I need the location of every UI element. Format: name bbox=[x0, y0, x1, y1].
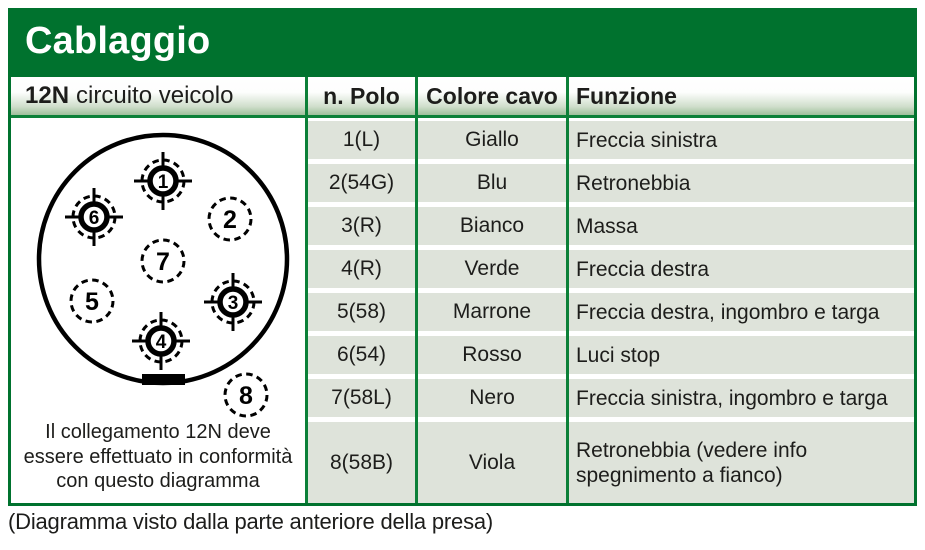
table-row: 8(58B) Viola Retronebbia (vedere info sp… bbox=[308, 422, 914, 503]
pin-3: 3 bbox=[204, 273, 262, 331]
cell-colore: Marrone bbox=[418, 293, 566, 331]
cell-colore: Viola bbox=[418, 422, 566, 503]
cell-funzione: Freccia destra, ingombro e targa bbox=[569, 293, 914, 331]
pin-2-label: 2 bbox=[223, 206, 237, 234]
cell-colore: Nero bbox=[418, 379, 566, 417]
pin-7: 7 bbox=[140, 238, 186, 284]
circuit-type-code: 12N bbox=[25, 82, 70, 109]
column-header-polo: n. Polo bbox=[323, 82, 400, 109]
pin-1: 1 bbox=[134, 152, 192, 210]
cell-funzione: Massa bbox=[569, 207, 914, 245]
cell-polo: 7(58L) bbox=[308, 379, 415, 417]
cell-polo: 5(58) bbox=[308, 293, 415, 331]
table-row: 7(58L) Nero Freccia sinistra, ingombro e… bbox=[308, 379, 914, 417]
pin-2: 2 bbox=[207, 196, 253, 242]
connector-diagram: 1 2 6 7 5 3 4 8 bbox=[36, 132, 290, 418]
table-row: 3(R) Bianco Massa bbox=[308, 207, 914, 245]
pin-1-label: 1 bbox=[158, 172, 169, 193]
cell-colore: Rosso bbox=[418, 336, 566, 374]
cell-funzione: Retronebbia bbox=[569, 164, 914, 202]
pin-5: 5 bbox=[69, 278, 115, 324]
cell-colore: Giallo bbox=[418, 121, 566, 159]
table-row: 6(54) Rosso Luci stop bbox=[308, 336, 914, 374]
cell-polo: 8(58B) bbox=[308, 422, 415, 503]
header-divider bbox=[11, 115, 914, 118]
diagram-note-line: con questo diagramma bbox=[56, 470, 260, 492]
cell-colore: Bianco bbox=[418, 207, 566, 245]
cell-polo: 1(L) bbox=[308, 121, 415, 159]
pin-6-label: 6 bbox=[89, 208, 100, 229]
column-divider bbox=[415, 77, 418, 503]
table-row: 4(R) Verde Freccia destra bbox=[308, 250, 914, 288]
cell-colore: Verde bbox=[418, 250, 566, 288]
pin-5-label: 5 bbox=[85, 288, 99, 316]
cell-polo: 4(R) bbox=[308, 250, 415, 288]
cell-colore: Blu bbox=[418, 164, 566, 202]
column-header-colore: Colore cavo bbox=[426, 82, 558, 109]
column-divider bbox=[305, 77, 308, 503]
cell-funzione: Luci stop bbox=[569, 336, 914, 374]
column-divider bbox=[566, 77, 569, 503]
pin-7-label: 7 bbox=[156, 248, 170, 276]
pin-8-label: 8 bbox=[239, 382, 253, 410]
pin-4-label: 4 bbox=[156, 332, 167, 353]
circuit-type-text: circuito veicolo bbox=[76, 82, 234, 109]
diagram-note-line: Il collegamento 12N deve bbox=[45, 421, 271, 443]
connector-keyway bbox=[142, 374, 185, 385]
page-title: Cablaggio bbox=[25, 19, 211, 62]
cell-polo: 3(R) bbox=[308, 207, 415, 245]
circuit-type-header: 12N circuito veicolo bbox=[11, 77, 305, 115]
cell-funzione: Freccia sinistra, ingombro e targa bbox=[569, 379, 914, 417]
cell-polo: 2(54G) bbox=[308, 164, 415, 202]
diagram-note-line: essere effettuato in conformità bbox=[23, 445, 293, 468]
table-row: 2(54G) Blu Retronebbia bbox=[308, 164, 914, 202]
pin-4: 4 bbox=[132, 312, 190, 370]
title-bar: Cablaggio bbox=[11, 11, 914, 77]
bottom-caption: (Diagramma visto dalla parte anteriore d… bbox=[8, 509, 494, 534]
column-header-funzione: Funzione bbox=[576, 82, 677, 109]
cell-funzione: Retronebbia (vedere info spegnimento a f… bbox=[569, 422, 914, 503]
pin-3-label: 3 bbox=[228, 293, 239, 314]
column-header-row: 12N circuito veicolo n. Polo Colore cavo… bbox=[11, 77, 914, 115]
cell-funzione: Freccia sinistra bbox=[569, 121, 914, 159]
table-row: 1(L) Giallo Freccia sinistra bbox=[308, 121, 914, 159]
wiring-table-body: 1(L) Giallo Freccia sinistra 2(54G) Blu … bbox=[308, 118, 914, 503]
diagram-note: Il collegamento 12N deve essere effettua… bbox=[11, 420, 305, 494]
table-row: 5(58) Marrone Freccia destra, ingombro e… bbox=[308, 293, 914, 331]
pin-8: 8 bbox=[223, 372, 269, 418]
cell-funzione: Freccia destra bbox=[569, 250, 914, 288]
pin-6: 6 bbox=[65, 188, 123, 246]
cell-polo: 6(54) bbox=[308, 336, 415, 374]
